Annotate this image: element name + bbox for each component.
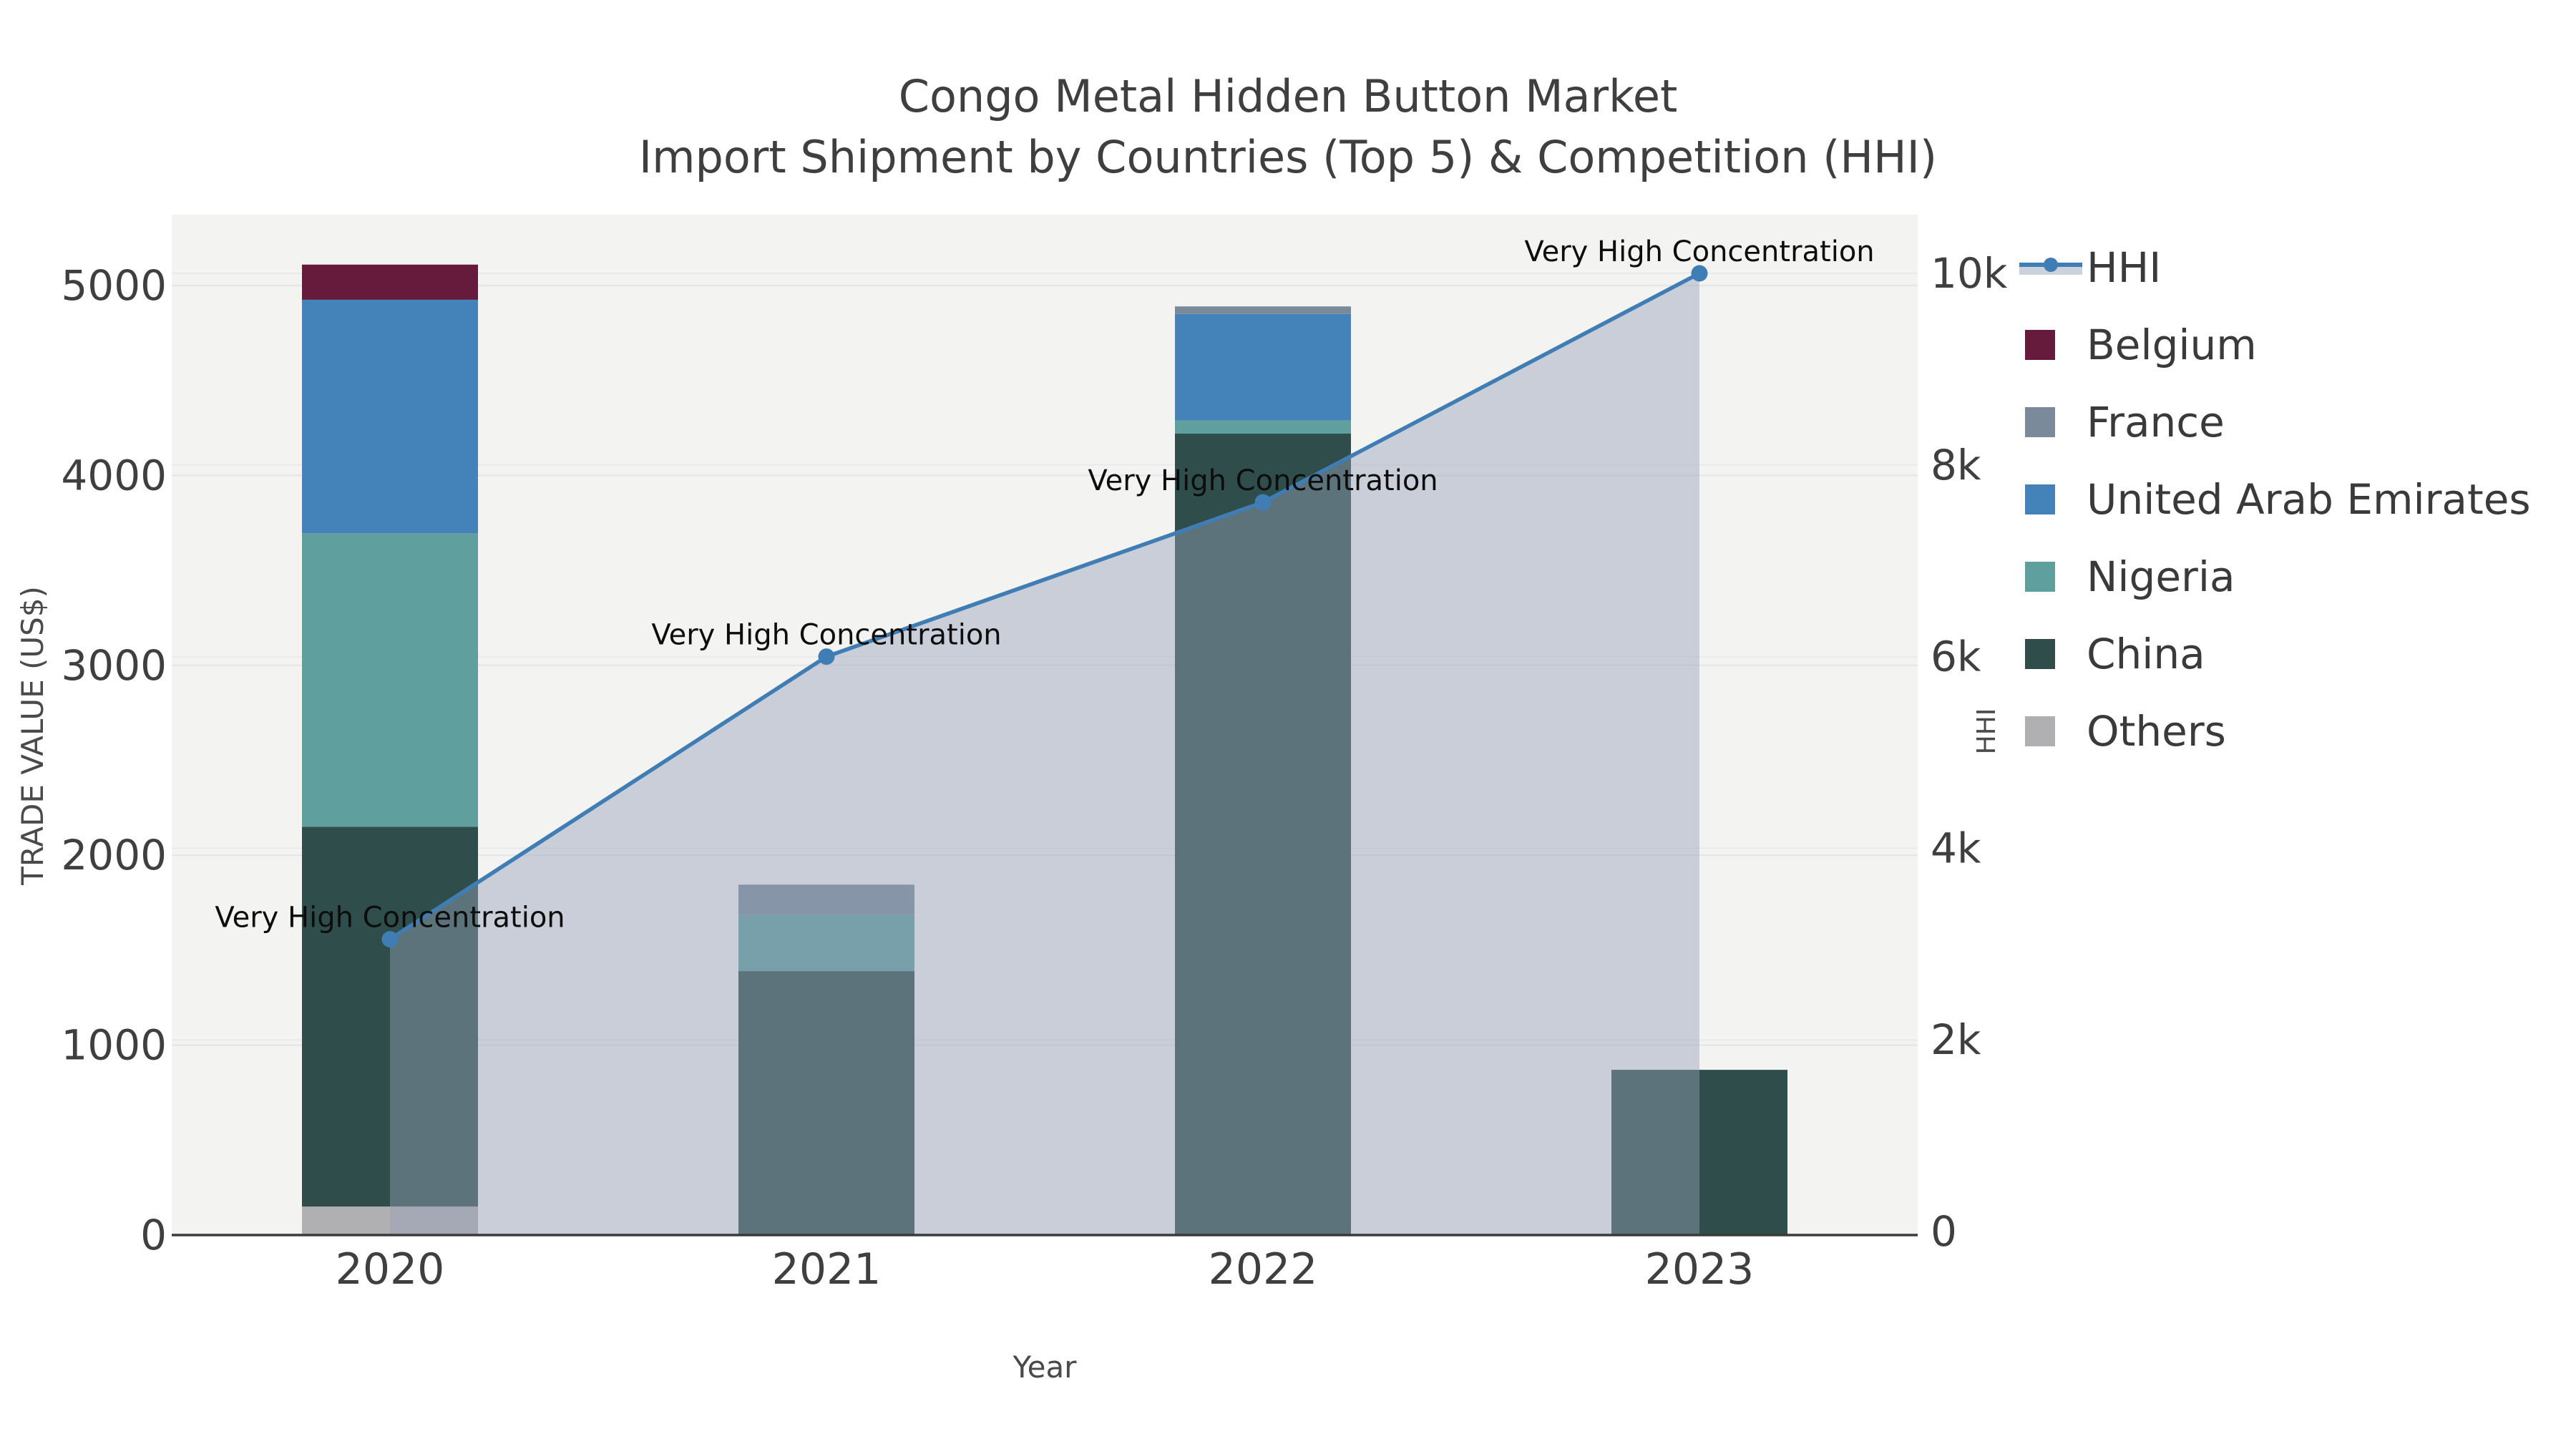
- others-color-swatch-icon: [2025, 716, 2055, 746]
- bar-segment-china-2023: [1611, 1070, 1787, 1235]
- annotation-2021: Very High Concentration: [651, 619, 1001, 652]
- y-left-tick-0: 0: [140, 1211, 167, 1259]
- nigeria-color-swatch-icon: [2025, 562, 2055, 592]
- y-left-tick-5000: 5000: [61, 261, 167, 310]
- hhi-marker-2023: [1691, 265, 1708, 282]
- hhi-line: [389, 271, 1701, 941]
- legend-swatch-france: [2018, 407, 2087, 437]
- legend-item-belgium: Belgium: [2018, 306, 2531, 384]
- hhi-line-swatch-icon: [2019, 258, 2082, 275]
- legend-label-uae: United Arab Emirates: [2087, 475, 2531, 524]
- legend-label-china: China: [2087, 630, 2205, 678]
- bar-segment-uae-2022: [1175, 313, 1351, 421]
- y-right-tick-0: 0: [1931, 1207, 1957, 1256]
- bar-segment-china-2022: [1175, 434, 1351, 1236]
- y-right-tick-2k: 2k: [1931, 1015, 1981, 1064]
- belgium-color-swatch-icon: [2025, 330, 2055, 360]
- legend-swatch-china: [2018, 639, 2087, 669]
- bar-segment-others-2020: [302, 1206, 478, 1235]
- x-tick-2020: 2020: [336, 1244, 445, 1294]
- hhi-area: [390, 273, 1699, 1235]
- legend-label-france: France: [2087, 398, 2225, 447]
- legend: HHI Belgium France United Arab Emirates Nige…: [2018, 229, 2531, 770]
- china-color-swatch-icon: [2025, 639, 2055, 669]
- hhi-marker-2021: [818, 648, 835, 665]
- annotation-2020: Very High Concentration: [215, 902, 565, 935]
- bar-segment-nigeria-2022: [1175, 420, 1351, 434]
- y-left-tick-1000: 1000: [61, 1021, 167, 1070]
- y-left-axis-title: TRADE VALUE (US$): [15, 586, 50, 886]
- legend-item-china: China: [2018, 615, 2531, 693]
- annotation-2023: Very High Concentration: [1524, 235, 1874, 268]
- legend-swatch-belgium: [2018, 330, 2087, 360]
- bar-segment-nigeria-2020: [302, 533, 478, 827]
- legend-label-hhi: HHI: [2087, 243, 2162, 292]
- hhi-marker-2022: [1254, 494, 1272, 511]
- uae-color-swatch-icon: [2025, 484, 2055, 514]
- legend-label-nigeria: Nigeria: [2087, 552, 2235, 601]
- chart-title-line2: Import Shipment by Countries (Top 5) & C…: [638, 131, 1938, 183]
- hhi-marker-2020: [381, 931, 399, 948]
- x-tick-2021: 2021: [772, 1244, 882, 1294]
- legend-item-uae: United Arab Emirates: [2018, 461, 2531, 538]
- bar-segment-france-2021: [738, 884, 914, 915]
- legend-item-nigeria: Nigeria: [2018, 538, 2531, 615]
- legend-swatch-uae: [2018, 484, 2087, 514]
- x-axis-title: Year: [1013, 1350, 1078, 1385]
- y-right-tick-8k: 8k: [1931, 441, 1981, 489]
- y-left-tick-4000: 4000: [61, 451, 167, 499]
- y-right-tick-10k: 10k: [1931, 249, 2008, 298]
- bar-segment-belgium-2020: [302, 264, 478, 300]
- legend-swatch-others: [2018, 716, 2087, 746]
- legend-swatch-nigeria: [2018, 562, 2087, 592]
- bar-segment-china-2020: [302, 826, 478, 1207]
- bar-segment-china-2021: [738, 971, 914, 1235]
- chart-title-line1: Congo Metal Hidden Button Market: [898, 70, 1678, 122]
- legend-item-france: France: [2018, 384, 2531, 461]
- legend-swatch-hhi: [2018, 253, 2087, 282]
- y-right-tick-6k: 6k: [1931, 633, 1981, 681]
- y-right-tick-4k: 4k: [1931, 824, 1981, 872]
- france-color-swatch-icon: [2025, 407, 2055, 437]
- y-right-axis-title: HHI: [1972, 708, 2001, 755]
- legend-label-belgium: Belgium: [2087, 321, 2257, 369]
- y-left-tick-3000: 3000: [61, 641, 167, 690]
- legend-item-hhi: HHI: [2018, 229, 2531, 306]
- legend-item-others: Others: [2018, 693, 2531, 770]
- y-left-tick-2000: 2000: [61, 831, 167, 879]
- legend-label-others: Others: [2087, 707, 2226, 756]
- x-tick-2023: 2023: [1645, 1244, 1755, 1294]
- bar-segment-nigeria-2021: [738, 914, 914, 972]
- annotation-2022: Very High Concentration: [1088, 464, 1438, 497]
- x-tick-2022: 2022: [1209, 1244, 1318, 1294]
- bar-segment-france-2022: [1175, 306, 1351, 314]
- bar-segment-uae-2020: [302, 299, 478, 534]
